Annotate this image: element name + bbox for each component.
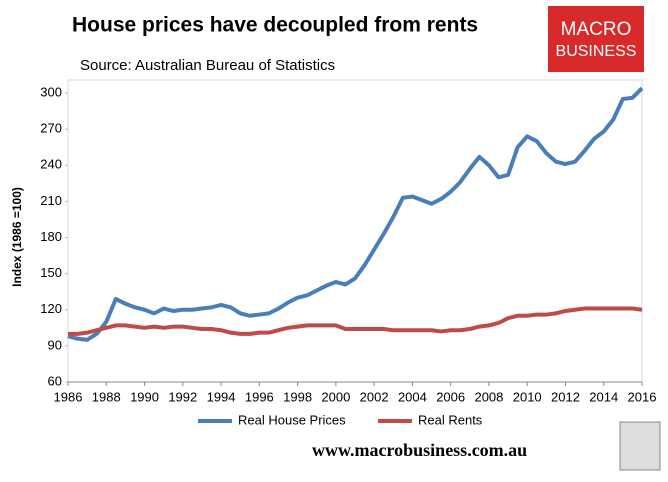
x-tick-label: 1992	[168, 389, 197, 404]
x-tick-label: 1988	[92, 389, 121, 404]
x-tick-label: 2002	[360, 389, 389, 404]
x-tick-label: 2000	[321, 389, 350, 404]
y-tick-label: 90	[48, 337, 62, 352]
y-tick-label: 240	[40, 157, 62, 172]
logo-text: MACRO	[561, 19, 632, 40]
y-tick-label: 300	[40, 84, 62, 99]
y-tick-label: 270	[40, 121, 62, 136]
x-tick-label: 2004	[398, 389, 427, 404]
logo-text: BUSINESS	[556, 43, 637, 60]
legend-label: Real House Prices	[238, 412, 346, 427]
y-tick-label: 210	[40, 193, 62, 208]
y-tick-label: 180	[40, 229, 62, 244]
x-tick-label: 1994	[207, 389, 236, 404]
y-tick-label: 60	[48, 373, 62, 388]
x-tick-label: 1986	[54, 389, 83, 404]
x-tick-label: 2006	[436, 389, 465, 404]
x-tick-label: 2014	[589, 389, 618, 404]
x-tick-label: 2010	[513, 389, 542, 404]
data-line	[68, 306, 643, 336]
y-tick-label: 150	[40, 265, 62, 280]
legend-label: Real Rents	[418, 412, 483, 427]
x-tick-label: 2016	[628, 389, 657, 404]
logo-box	[548, 6, 644, 72]
chart-subtitle: Source: Australian Bureau of Statistics	[80, 57, 335, 74]
y-axis-label: Index (1986 =100)	[10, 187, 24, 287]
x-tick-label: 1990	[130, 389, 159, 404]
data-line	[67, 86, 644, 342]
plot-frame	[67, 79, 643, 383]
x-tick-label: 2008	[474, 389, 503, 404]
x-tick-label: 1998	[283, 389, 312, 404]
wolf-icon	[619, 421, 661, 471]
footer: www.macrobusiness.com.au	[312, 440, 527, 460]
chart-title: House prices have decoupled from rents	[72, 14, 478, 37]
x-tick-label: 1996	[245, 389, 274, 404]
y-tick-label: 120	[40, 301, 62, 316]
x-tick-label: 2012	[551, 389, 580, 404]
